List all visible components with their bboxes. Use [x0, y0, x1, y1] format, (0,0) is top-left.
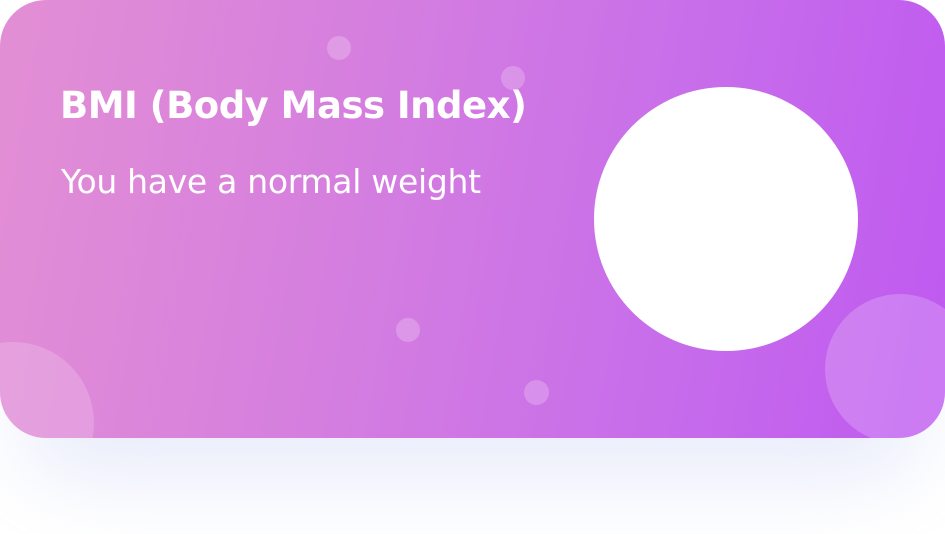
decorative-bubble — [327, 36, 351, 60]
decorative-bubble — [524, 380, 549, 405]
weight-status-text: You have a normal weight — [61, 162, 481, 201]
decorative-bubble — [501, 66, 525, 90]
decorative-bubble — [825, 294, 945, 438]
bmi-card: BMI (Body Mass Index) You have a normal … — [0, 0, 945, 438]
decorative-bubble — [0, 342, 94, 438]
decorative-bubble — [396, 318, 420, 342]
card-title: BMI (Body Mass Index) — [60, 84, 527, 127]
bmi-score-circle — [594, 87, 858, 351]
